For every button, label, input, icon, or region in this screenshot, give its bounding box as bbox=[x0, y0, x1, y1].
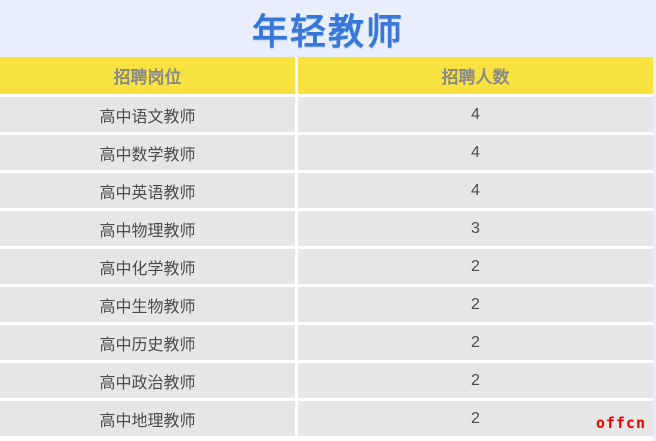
table-row: 高中历史教师 2 bbox=[0, 325, 653, 360]
count-cell: 2 bbox=[298, 363, 653, 398]
table-row: 高中生物教师 2 bbox=[0, 287, 653, 322]
count-cell: 4 bbox=[298, 97, 653, 132]
title-bar: 年轻教师 bbox=[0, 0, 656, 57]
table-row: 高中英语教师 4 bbox=[0, 173, 653, 208]
count-cell: 2 bbox=[298, 249, 653, 284]
table-row: 高中物理教师 3 bbox=[0, 211, 653, 246]
recruitment-table: 招聘岗位 招聘人数 高中语文教师 4 高中数学教师 4 高中英语教师 4 高中物… bbox=[0, 57, 653, 441]
position-cell: 高中语文教师 bbox=[0, 97, 295, 132]
header-position: 招聘岗位 bbox=[0, 57, 295, 94]
page-title: 年轻教师 bbox=[251, 10, 404, 52]
table-row: 高中数学教师 4 bbox=[0, 135, 653, 170]
count-cell: 4 bbox=[298, 135, 653, 170]
position-cell: 高中生物教师 bbox=[0, 287, 295, 322]
offcn-watermark: offcn bbox=[595, 414, 646, 432]
position-cell: 高中化学教师 bbox=[0, 249, 295, 284]
table-header-row: 招聘岗位 招聘人数 bbox=[0, 57, 653, 94]
count-cell: 3 bbox=[298, 211, 653, 246]
position-cell: 高中政治教师 bbox=[0, 363, 295, 398]
position-cell: 高中物理教师 bbox=[0, 211, 295, 246]
position-cell: 高中历史教师 bbox=[0, 325, 295, 360]
count-cell: 2 bbox=[298, 287, 653, 322]
header-count: 招聘人数 bbox=[298, 57, 653, 94]
table-row: 高中地理教师 2 bbox=[0, 401, 653, 436]
position-cell: 高中数学教师 bbox=[0, 135, 295, 170]
count-cell: 4 bbox=[298, 173, 653, 208]
count-cell: 2 bbox=[298, 325, 653, 360]
table-row: 高中政治教师 2 bbox=[0, 363, 653, 398]
table-row: 高中语文教师 4 bbox=[0, 97, 653, 132]
position-cell: 高中英语教师 bbox=[0, 173, 295, 208]
count-cell: 2 bbox=[298, 401, 653, 436]
table-row: 高中化学教师 2 bbox=[0, 249, 653, 284]
position-cell: 高中地理教师 bbox=[0, 401, 295, 436]
